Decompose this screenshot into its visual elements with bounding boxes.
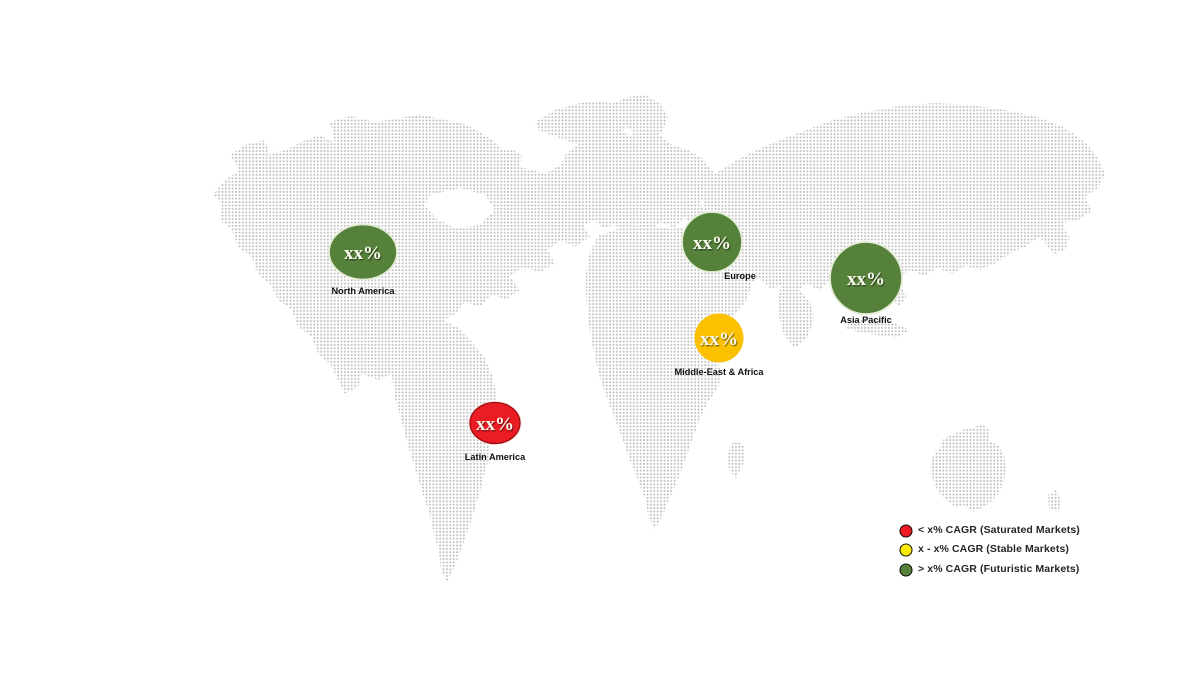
svg-text:xx%: xx% [700, 329, 738, 350]
svg-text:xx%: xx% [344, 243, 382, 264]
svg-text:xx%: xx% [693, 233, 731, 254]
svg-text:xx%: xx% [847, 269, 885, 290]
svg-text:xx%: xx% [476, 414, 514, 435]
